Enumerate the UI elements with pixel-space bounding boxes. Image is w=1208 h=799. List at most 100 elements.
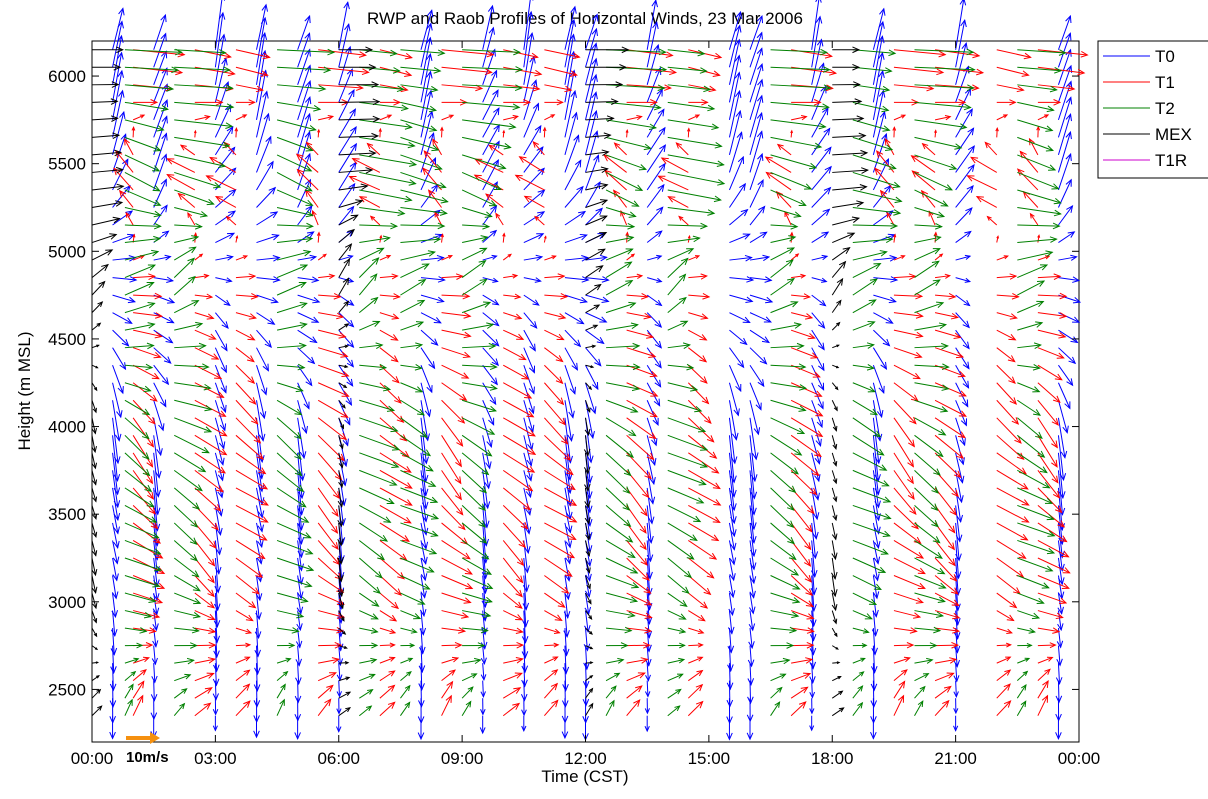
wind-arrow-t2 xyxy=(400,557,435,573)
wind-arrow-t2 xyxy=(770,452,799,475)
wind-arrow-t2 xyxy=(667,610,687,620)
wind-arrow-mex xyxy=(585,687,594,699)
wind-arrow-t0 xyxy=(585,73,598,120)
wind-arrow-t1 xyxy=(996,312,1018,320)
wind-arrow-t2 xyxy=(770,540,797,561)
wind-arrow-t1 xyxy=(790,540,812,567)
wind-arrow-t2 xyxy=(667,540,695,560)
wind-arrow-t2 xyxy=(400,452,434,472)
wind-arrow-t2 xyxy=(461,154,507,170)
wind-arrow-t1 xyxy=(921,142,936,156)
wind-arrow-t2 xyxy=(124,235,162,244)
wind-arrow-t1 xyxy=(790,701,807,717)
wind-arrow-t1 xyxy=(441,470,462,501)
wind-arrow-t2 xyxy=(852,119,891,132)
wind-arrow-t2 xyxy=(770,48,829,56)
wind-arrow-t0 xyxy=(728,592,735,617)
wind-arrow-t2 xyxy=(276,119,317,132)
wind-arrow-t1 xyxy=(235,114,248,121)
wind-arrow-t1 xyxy=(502,557,524,584)
legend-box xyxy=(1097,40,1208,179)
wind-arrow-t0 xyxy=(523,347,536,374)
wind-arrow-t0 xyxy=(646,108,665,138)
wind-arrow-t1 xyxy=(318,312,345,320)
wind-arrow-t2 xyxy=(400,417,428,438)
wind-arrow-t1 xyxy=(791,115,808,121)
wind-arrow-t1 xyxy=(688,99,709,106)
wind-arrow-t0 xyxy=(481,592,488,622)
wind-arrow-mex xyxy=(337,487,344,508)
wind-arrow-t0 xyxy=(420,329,439,346)
wind-arrow-t2 xyxy=(461,260,487,278)
wind-arrow-t2 xyxy=(605,452,632,477)
wind-arrow-t1 xyxy=(626,657,649,664)
wind-arrow-t1 xyxy=(893,114,907,121)
wind-arrow-t0 xyxy=(646,312,663,328)
wind-arrow-t2 xyxy=(914,222,943,230)
wind-arrow-t2 xyxy=(770,101,830,111)
wind-arrow-t0 xyxy=(585,42,598,85)
wind-arrow-t2 xyxy=(1017,250,1054,261)
y-tick-label: 5000 xyxy=(48,242,86,261)
wind-arrow-t0 xyxy=(297,312,320,323)
wind-arrow-t2 xyxy=(124,417,150,440)
wind-arrow-t0 xyxy=(420,294,445,304)
wind-arrow-mex xyxy=(338,81,380,88)
wind-arrow-t1 xyxy=(934,699,950,717)
wind-arrow-t1 xyxy=(1028,137,1039,156)
wind-arrow-t1 xyxy=(379,504,412,524)
wind-arrow-t0 xyxy=(482,107,500,138)
wind-arrow-t1 xyxy=(544,114,556,121)
wind-arrow-t0 xyxy=(872,51,885,103)
wind-arrow-t2 xyxy=(461,557,493,575)
wind-arrow-mex xyxy=(831,540,838,561)
wind-arrow-t2 xyxy=(667,257,689,278)
wind-arrow-t1 xyxy=(441,329,472,339)
wind-arrow-t2 xyxy=(667,235,701,244)
wind-arrow-t2 xyxy=(605,136,652,151)
wind-arrow-t2 xyxy=(852,342,875,349)
wind-arrow-t2 xyxy=(174,321,204,331)
wind-arrow-t1 xyxy=(379,656,396,664)
wind-arrow-t2 xyxy=(770,259,794,278)
wind-arrow-t2 xyxy=(667,592,688,607)
wind-arrow-t1 xyxy=(911,170,936,191)
wind-arrow-t0 xyxy=(1057,435,1067,482)
wind-arrow-t0 xyxy=(1058,347,1077,365)
wind-arrow-t2 xyxy=(914,279,941,296)
wind-arrow-t2 xyxy=(605,522,634,543)
x-tick-label: 03:00 xyxy=(194,749,237,768)
wind-arrow-t0 xyxy=(870,663,878,692)
wind-arrow-t1 xyxy=(893,610,922,619)
wind-arrow-mex xyxy=(91,280,106,296)
wind-arrow-t0 xyxy=(256,347,269,372)
wind-arrow-t0 xyxy=(727,628,735,654)
wind-arrow-t0 xyxy=(112,382,123,419)
wind-arrow-t1 xyxy=(626,610,653,620)
wind-arrow-t0 xyxy=(646,206,664,226)
wind-arrow-t2 xyxy=(667,469,707,486)
wind-arrow-t0 xyxy=(564,540,572,565)
wind-arrow-t1 xyxy=(1037,435,1058,468)
wind-arrow-mex xyxy=(585,265,604,279)
wind-arrow-t1 xyxy=(688,522,720,542)
wind-arrow-t2 xyxy=(914,235,942,244)
wind-arrow-t2 xyxy=(1017,300,1045,314)
wind-arrow-t1 xyxy=(503,417,536,437)
wind-arrow-t1 xyxy=(131,126,136,138)
wind-arrow-t0 xyxy=(214,11,226,68)
wind-arrow-t0 xyxy=(585,347,602,367)
wind-arrow-t1 xyxy=(441,84,484,92)
wind-arrow-t1 xyxy=(687,399,712,425)
wind-arrow-t2 xyxy=(359,235,391,244)
wind-arrow-t1 xyxy=(422,167,442,191)
wind-arrow-t1 xyxy=(503,610,524,621)
wind-arrow-t1 xyxy=(544,273,566,280)
wind-arrow-t0 xyxy=(521,645,529,674)
y-tick-label: 4000 xyxy=(48,418,86,437)
wind-arrow-t1 xyxy=(235,66,269,77)
wind-arrow-t2 xyxy=(1017,522,1056,537)
wind-arrow-t2 xyxy=(400,684,411,699)
wind-arrow-t0 xyxy=(585,329,605,345)
wind-arrow-t2 xyxy=(852,671,865,682)
